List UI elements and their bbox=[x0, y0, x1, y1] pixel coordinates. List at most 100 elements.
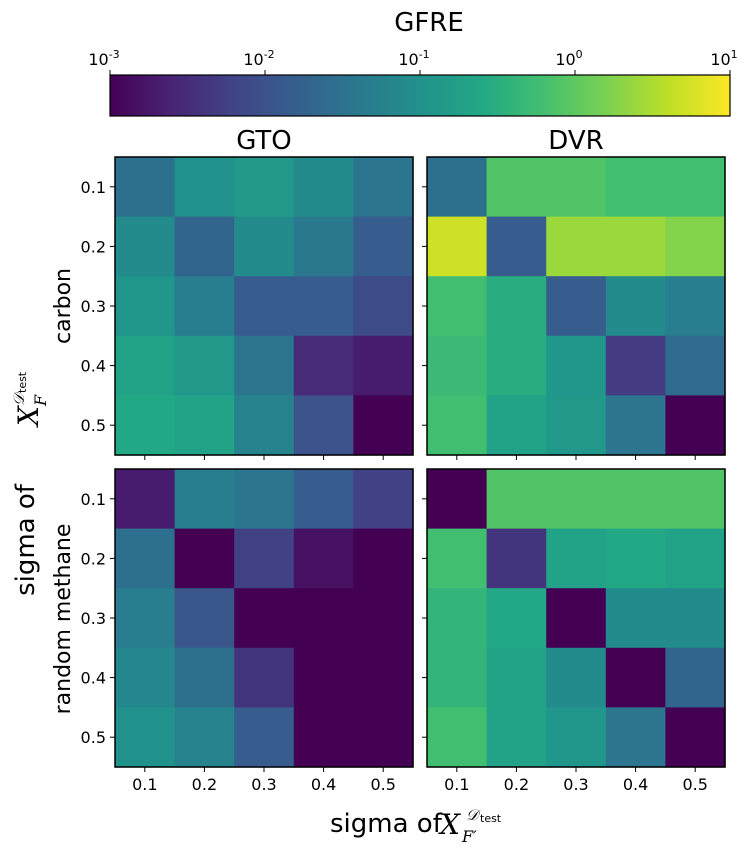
heatmap-cell bbox=[486, 335, 547, 396]
y-tick-label: 0.3 bbox=[81, 297, 106, 316]
heatmap-cell bbox=[115, 707, 176, 768]
heatmap-cell bbox=[174, 276, 235, 337]
x-tick-label: 0.1 bbox=[132, 775, 157, 794]
heatmap-cell bbox=[353, 395, 414, 456]
heatmap-cell bbox=[293, 647, 354, 708]
heatmap-cell bbox=[427, 647, 488, 708]
heatmap-cell bbox=[234, 588, 295, 649]
x-tick-label: 0.3 bbox=[563, 775, 588, 794]
heatmap-cell bbox=[486, 469, 547, 530]
colorbar-tick-label: 10-1 bbox=[398, 48, 429, 69]
heatmap-cell bbox=[486, 588, 547, 649]
heatmap-cell bbox=[665, 395, 726, 456]
y-axis-label-symbol: X bbox=[12, 405, 45, 428]
x-tick-label: 0.4 bbox=[311, 775, 336, 794]
y-tick-label: 0.1 bbox=[81, 178, 106, 197]
row-label-carbon: carbon bbox=[51, 268, 76, 344]
heatmap-cell bbox=[605, 335, 666, 396]
heatmap-cell bbox=[665, 335, 726, 396]
heatmap-cell bbox=[234, 528, 295, 589]
y-tick-label: 0.1 bbox=[81, 490, 106, 509]
y-tick-label: 0.2 bbox=[81, 237, 106, 256]
heatmap-cell bbox=[605, 157, 666, 218]
heatmap-cell bbox=[115, 276, 176, 337]
heatmap-cell bbox=[353, 469, 414, 530]
heatmap-cell bbox=[353, 216, 414, 277]
x-tick-label: 0.2 bbox=[504, 775, 529, 794]
y-axis-label: sigma of X F 𝒟 test bbox=[10, 371, 50, 596]
heatmap-cell bbox=[353, 528, 414, 589]
heatmap-cell bbox=[353, 588, 414, 649]
x-tick-label: 0.1 bbox=[444, 775, 469, 794]
colorbar-tick-exponent: -2 bbox=[264, 48, 275, 61]
heatmap-cell bbox=[234, 335, 295, 396]
heatmap-cell bbox=[486, 707, 547, 768]
x-tick-label: 0.3 bbox=[251, 775, 276, 794]
colorbar-ticks: 10-3 10-2 10-1 100 101 bbox=[88, 48, 738, 75]
heatmap-cell bbox=[293, 588, 354, 649]
heatmap-cell bbox=[293, 335, 354, 396]
heatmap-cell bbox=[115, 157, 176, 218]
heatmap-cell bbox=[174, 647, 235, 708]
colorbar-tick-label: 101 bbox=[710, 48, 737, 69]
y-tick-label: 0.3 bbox=[81, 609, 106, 628]
heatmap-cell bbox=[115, 216, 176, 277]
heatmap-cell bbox=[293, 395, 354, 456]
heatmap-cell bbox=[234, 216, 295, 277]
heatmap-cell bbox=[115, 335, 176, 396]
heatmap-cell bbox=[234, 707, 295, 768]
y-tick-label: 0.5 bbox=[81, 728, 106, 747]
x-tick-label: 0.5 bbox=[370, 775, 395, 794]
heatmap-cell bbox=[665, 157, 726, 218]
heatmap-cell bbox=[605, 276, 666, 337]
heatmap-cell bbox=[115, 469, 176, 530]
heatmap-cell bbox=[427, 588, 488, 649]
colorbar-label: GFRE bbox=[394, 8, 464, 38]
heatmap-cell bbox=[486, 395, 547, 456]
colorbar-tick-label: 100 bbox=[555, 48, 582, 69]
y-axis-label-sub: F bbox=[31, 394, 50, 407]
heatmap-cell bbox=[293, 276, 354, 337]
heatmap-cell bbox=[234, 157, 295, 218]
heatmap-cell bbox=[546, 395, 607, 456]
heatmap-cell bbox=[546, 335, 607, 396]
heatmap-cell bbox=[427, 276, 488, 337]
heatmap-cell bbox=[353, 276, 414, 337]
heatmap-cell bbox=[293, 528, 354, 589]
x-axis-label: sigma of X F′ 𝒟 test bbox=[330, 806, 502, 846]
y-axis-label-sup-test: test bbox=[16, 371, 29, 393]
heatmap-cell bbox=[665, 469, 726, 530]
heatmap-dvr-random-methane: 0.1 0.2 0.3 0.4 0.5 bbox=[422, 468, 726, 794]
y-tick-label: 0.2 bbox=[81, 549, 106, 568]
heatmap-cell bbox=[234, 469, 295, 530]
heatmap-cell bbox=[174, 157, 235, 218]
heatmap-cell bbox=[293, 157, 354, 218]
heatmap-cell bbox=[115, 528, 176, 589]
heatmap-cell bbox=[174, 469, 235, 530]
heatmap-cell bbox=[546, 528, 607, 589]
heatmap-cell bbox=[486, 647, 547, 708]
panel-title-gto: GTO bbox=[236, 126, 292, 156]
colorbar-tick-exponent: 1 bbox=[731, 48, 738, 61]
heatmap-cell bbox=[605, 395, 666, 456]
row-label-random-methane: random methane bbox=[51, 524, 76, 715]
colorbar-tick-exponent: -3 bbox=[109, 48, 120, 61]
heatmap-cell bbox=[353, 157, 414, 218]
y-tick-label: 0.4 bbox=[81, 357, 106, 376]
heatmap-cell bbox=[665, 588, 726, 649]
heatmap-cell bbox=[546, 276, 607, 337]
colorbar-tick-label: 10-2 bbox=[243, 48, 274, 69]
heatmap-gto-random-methane: 0.1 0.2 0.3 0.4 0.5 0.1 0.2 0.3 0.4 0.5 bbox=[81, 468, 414, 794]
heatmap-cell bbox=[353, 707, 414, 768]
heatmap-cell bbox=[427, 469, 488, 530]
colorbar-tick-label: 10-3 bbox=[88, 48, 119, 69]
heatmap-cell bbox=[427, 395, 488, 456]
heatmap-cell bbox=[174, 395, 235, 456]
heatmap-cell bbox=[486, 216, 547, 277]
heatmap-cell bbox=[605, 528, 666, 589]
heatmap-cell bbox=[546, 647, 607, 708]
heatmap-cell bbox=[605, 216, 666, 277]
colorbar-tick-exponent: 0 bbox=[576, 48, 583, 61]
heatmap-cell bbox=[427, 216, 488, 277]
